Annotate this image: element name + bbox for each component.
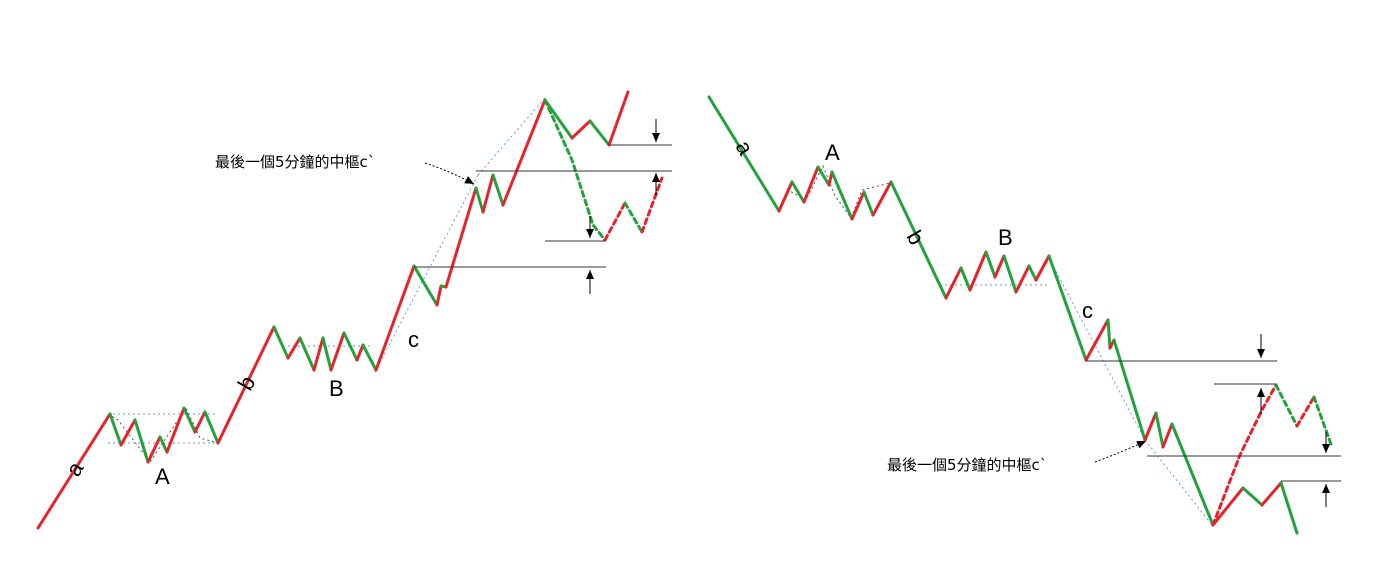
arrows [1257,334,1330,507]
arrows [586,119,660,294]
callout-pointer [1094,440,1147,463]
note-text: 最後一個5分鐘的中樞c` [215,153,375,171]
price-path [707,95,1299,535]
price-path [36,90,630,530]
center-B-label: B [329,376,344,401]
wave-c-label: c [1082,298,1093,323]
wave-c-label: c [408,327,419,352]
level-lines [1086,360,1341,482]
wave-b-label: b [902,226,930,249]
callout-pointer [424,162,475,185]
guide-lines [107,97,546,463]
uptrend-panel: a b c A B 最後一個5分鐘的中樞c` [36,90,672,530]
center-A-label: A [825,140,840,165]
wave-a-label: a [61,457,89,481]
wave-b-label: b [233,371,261,394]
projected-path [543,98,664,242]
level-lines [414,144,672,268]
center-B-label: B [998,225,1013,250]
center-A-label: A [155,464,170,489]
projected-path [1211,383,1334,527]
downtrend-panel: a b c A B 最後一個5分鐘的中樞c` [707,95,1341,535]
note-text: 最後一個5分鐘的中樞c` [887,456,1047,474]
